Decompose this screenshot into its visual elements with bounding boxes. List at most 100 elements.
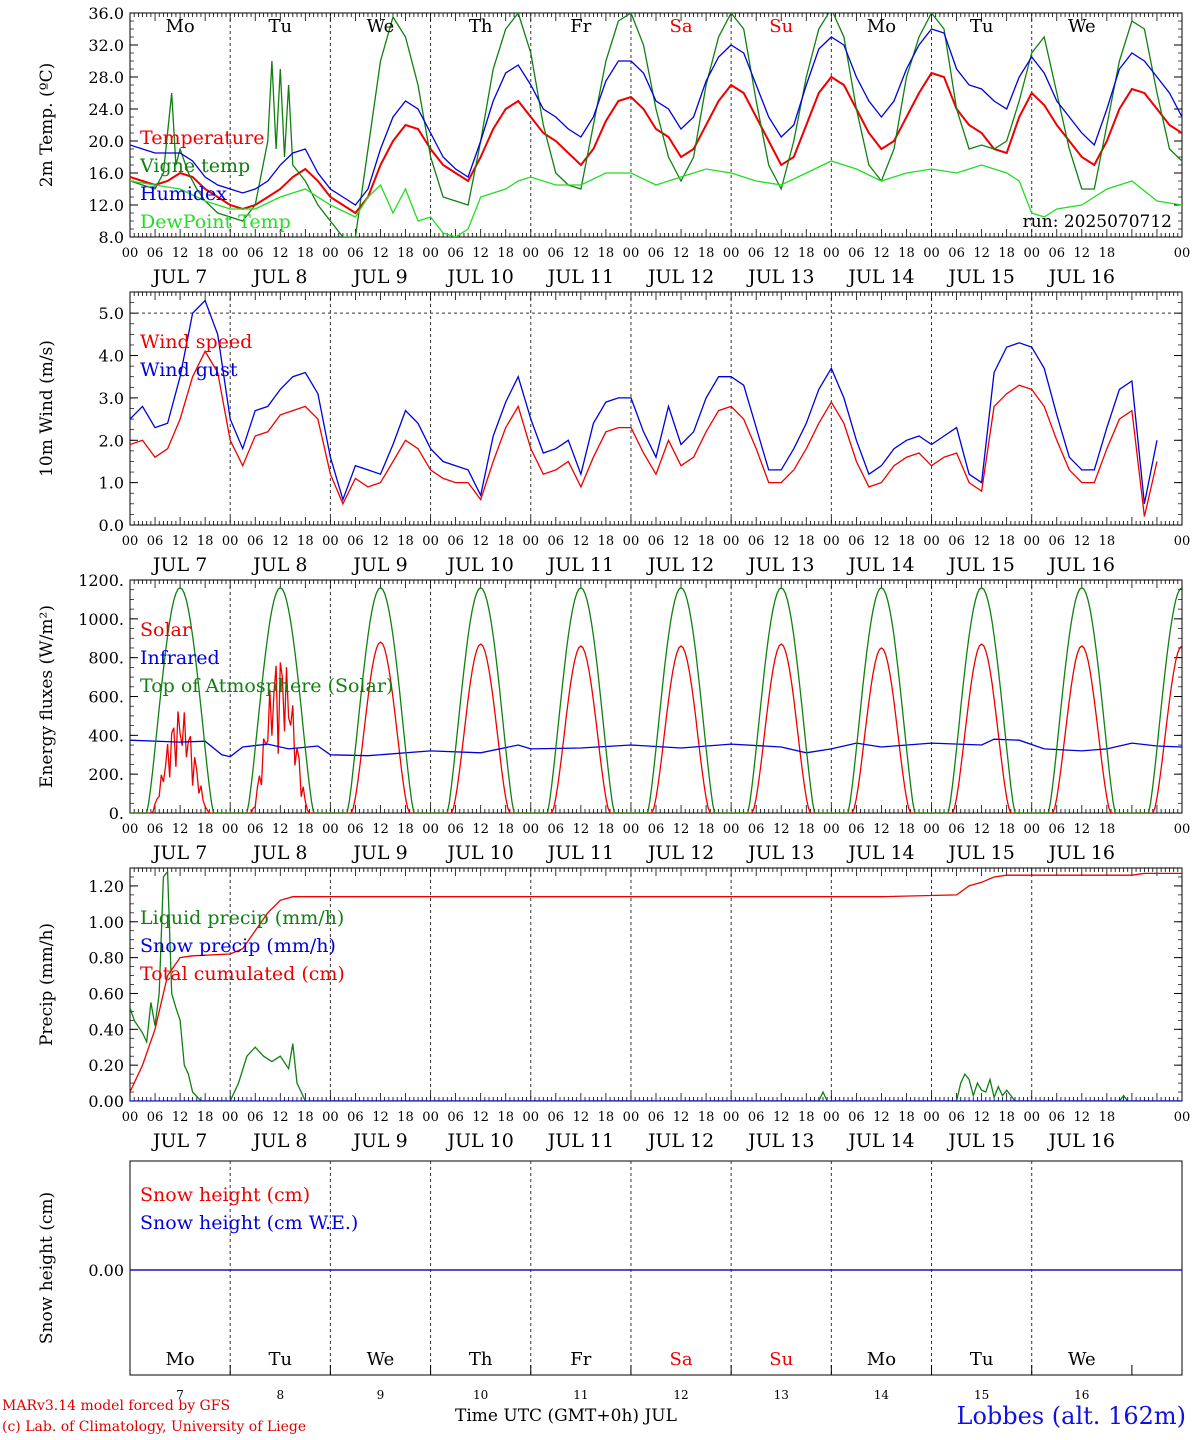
day-name-top: Mo	[867, 16, 896, 37]
day-name-top: Fr	[570, 16, 591, 37]
date-label: JUL 9	[351, 266, 407, 288]
y-tick-label: 36.0	[88, 4, 124, 23]
date-label: JUL 15	[946, 554, 1014, 576]
y-tick-label: 0.20	[88, 1056, 124, 1075]
hour-tick-label: 18	[197, 534, 214, 549]
series-total-cumulated-cm-	[130, 872, 1182, 1093]
plot-frame	[129, 291, 1183, 526]
day-name-bottom: Mo	[165, 1349, 194, 1370]
hour-tick-label: 06	[948, 246, 965, 261]
lab-credit: (c) Lab. of Climatology, University of L…	[2, 1419, 307, 1435]
hour-tick-label: 06	[1048, 822, 1065, 837]
hour-tick-label: 06	[848, 822, 865, 837]
date-label: JUL 14	[846, 266, 914, 288]
date-label: JUL 15	[946, 1130, 1014, 1152]
series-top-of-atmosphere-solar-	[130, 587, 1182, 813]
y-tick-label: 12.0	[88, 196, 124, 215]
hour-tick-label: 06	[748, 822, 765, 837]
legend-entry: Liquid precip (mm/h)	[140, 907, 344, 929]
legend-entry: Wind gust	[140, 359, 238, 381]
hour-tick-label: 12	[573, 534, 590, 549]
hour-tick-label: 18	[598, 1110, 615, 1125]
y-tick-label: 1.0	[99, 474, 124, 493]
date-label: JUL 16	[1047, 554, 1115, 576]
day-name-top: Su	[769, 16, 793, 37]
hour-tick-label: 18	[497, 534, 514, 549]
date-label: JUL 12	[646, 842, 714, 864]
date-label: JUL 11	[546, 266, 614, 288]
date-label: JUL 9	[351, 842, 407, 864]
series-temperature	[130, 71, 1182, 215]
hour-tick-label: 00	[422, 1110, 439, 1125]
hour-tick-label: 00	[623, 822, 640, 837]
y-tick-label: 800.	[88, 649, 124, 668]
series-wind-gust	[130, 299, 1158, 504]
hour-tick-label: 12	[1074, 1110, 1091, 1125]
hour-tick-label: 12	[472, 1110, 489, 1125]
legend-entry: Total cumulated (cm)	[140, 963, 345, 985]
series-vigne-temp	[130, 13, 1182, 237]
hour-tick-label: 00	[623, 246, 640, 261]
x-axis-caption: Time UTC (GMT+0h) JUL	[455, 1406, 677, 1426]
date-label: JUL 12	[646, 266, 714, 288]
day-number: 10	[473, 1388, 488, 1402]
hour-tick-label: 18	[497, 246, 514, 261]
hour-tick-label: 18	[397, 822, 414, 837]
hour-tick-label: 00	[222, 534, 239, 549]
hour-tick-label: 00	[222, 1110, 239, 1125]
day-number: 14	[874, 1388, 890, 1402]
date-label: JUL 14	[846, 842, 914, 864]
date-label: JUL 9	[351, 554, 407, 576]
y-tick-label: 1.20	[88, 877, 124, 896]
date-label: JUL 13	[746, 842, 814, 864]
hour-tick-label: 18	[598, 246, 615, 261]
hour-tick-label: 00	[823, 822, 840, 837]
hour-tick-label: 06	[247, 822, 264, 837]
hour-tick-label: 18	[798, 1110, 815, 1125]
hour-tick-label: 06	[347, 246, 364, 261]
y-tick-label: 600.	[88, 688, 124, 707]
hour-tick-label: 18	[497, 822, 514, 837]
date-label: JUL 10	[445, 1130, 513, 1152]
hour-tick-label: 18	[297, 822, 314, 837]
plot-frame	[129, 1160, 1183, 1376]
hour-tick-label: 06	[147, 1110, 164, 1125]
hour-tick-label: 18	[698, 246, 715, 261]
hour-tick-label: 12	[372, 822, 389, 837]
y-tick-label: 400.	[88, 726, 124, 745]
day-name-top: Th	[469, 16, 493, 37]
hour-tick-label: 18	[798, 534, 815, 549]
hour-tick-label: 18	[998, 246, 1015, 261]
hour-tick-label: 06	[1048, 246, 1065, 261]
hour-tick-label: 18	[1099, 1110, 1116, 1125]
series-dewpoint-temp	[130, 160, 1182, 237]
date-label: JUL 14	[846, 554, 914, 576]
day-number: 13	[774, 1388, 789, 1402]
y-tick-label: 0.00	[88, 1092, 124, 1111]
hour-tick-label: 00	[1023, 534, 1040, 549]
hour-tick-label: 06	[147, 534, 164, 549]
y-axis-title: Snow height (cm)	[37, 1192, 57, 1344]
hour-tick-label: 00	[823, 246, 840, 261]
day-name-bottom: Su	[769, 1349, 793, 1370]
hour-tick-label: 18	[798, 246, 815, 261]
hour-tick-label: 18	[898, 822, 915, 837]
date-label: JUL 13	[746, 266, 814, 288]
hour-tick-label: 00	[1174, 1110, 1191, 1125]
legend-entry: Top of Atmosphere (Solar)	[140, 675, 393, 697]
date-label: JUL 8	[251, 1130, 307, 1152]
hour-tick-label: 18	[197, 1110, 214, 1125]
y-tick-label: 0.80	[88, 949, 124, 968]
hour-tick-label: 18	[1099, 534, 1116, 549]
y-tick-label: 1200.	[78, 571, 124, 590]
date-label: JUL 10	[445, 554, 513, 576]
day-name-bottom: Mo	[867, 1349, 896, 1370]
hour-tick-label: 12	[773, 1110, 790, 1125]
hour-tick-label: 00	[823, 1110, 840, 1125]
day-number: 11	[573, 1388, 588, 1402]
hour-tick-label: 18	[497, 1110, 514, 1125]
day-number: 12	[673, 1388, 688, 1402]
hour-tick-label: 12	[272, 822, 289, 837]
hour-tick-label: 12	[573, 246, 590, 261]
date-label: JUL 15	[946, 266, 1014, 288]
